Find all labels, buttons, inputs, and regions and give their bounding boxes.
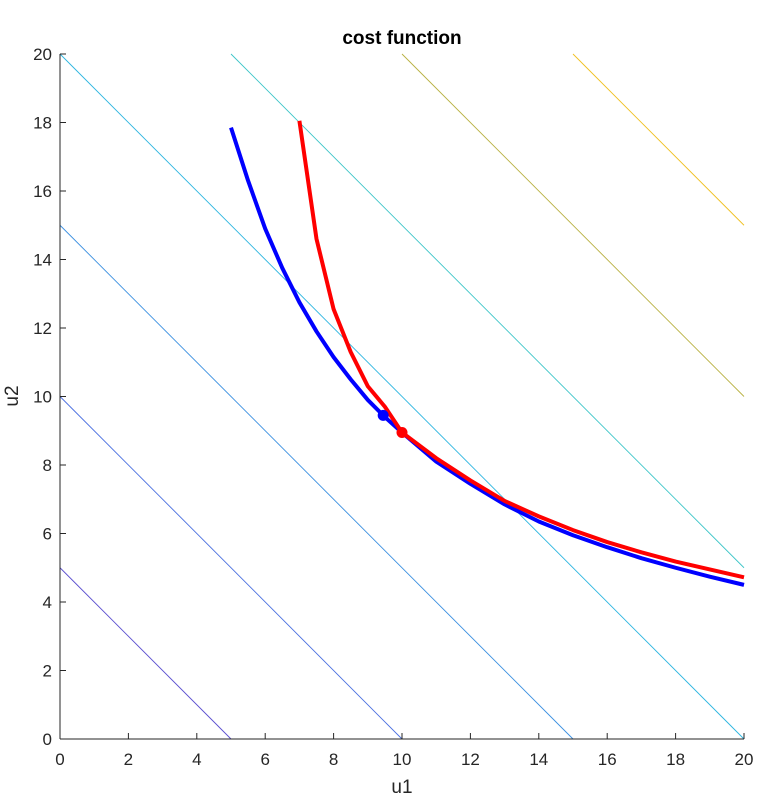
y-tick-label: 10	[33, 388, 52, 407]
x-axis-label: u1	[391, 777, 412, 798]
contour-line-30	[401, 53, 745, 397]
y-tick-label: 8	[43, 456, 52, 475]
x-tick-label: 0	[55, 750, 64, 769]
series-line-1	[229, 127, 745, 587]
x-tick-label: 6	[260, 750, 269, 769]
axes: 0 2 4 6 8 10 12 14 16 18 20 0 2 4 6 8 10 12 14 16 18 20	[33, 45, 753, 769]
data-markers	[377, 409, 408, 438]
contour-line-5	[59, 567, 232, 740]
contour-line-20	[59, 53, 745, 740]
series-line-2	[297, 120, 745, 580]
y-tick-label: 18	[33, 114, 52, 133]
data-series	[229, 120, 745, 587]
marker-2	[396, 426, 408, 438]
x-tick-label: 20	[735, 750, 754, 769]
x-tick-label: 16	[598, 750, 617, 769]
y-tick-label: 2	[43, 662, 52, 681]
x-tick-label: 12	[461, 750, 480, 769]
y-tick-label: 0	[43, 730, 52, 749]
contour-line-15	[59, 224, 574, 740]
y-tick-label: 6	[43, 525, 52, 544]
contour-lines	[59, 53, 745, 740]
y-tick-label: 20	[33, 45, 52, 64]
chart-title: cost function	[342, 28, 461, 49]
contour-line-35	[572, 53, 745, 226]
y-tick-label: 12	[33, 319, 52, 338]
y-tick-label: 16	[33, 182, 52, 201]
x-tick-label: 8	[329, 750, 338, 769]
y-tick-label: 14	[33, 251, 52, 270]
y-axis-ticks: 0 2 4 6 8 10 12 14 16 18 20	[33, 45, 66, 749]
x-tick-label: 18	[666, 750, 685, 769]
contour-line-25	[230, 53, 745, 569]
y-axis-label: u2	[2, 385, 23, 406]
contour-line-10	[59, 396, 403, 740]
x-tick-label: 2	[124, 750, 133, 769]
y-tick-label: 4	[43, 593, 52, 612]
marker-1	[377, 409, 389, 421]
x-tick-label: 4	[192, 750, 201, 769]
x-tick-label: 10	[393, 750, 412, 769]
x-axis-ticks: 0 2 4 6 8 10 12 14 16 18 20	[55, 733, 753, 769]
x-tick-label: 14	[529, 750, 548, 769]
